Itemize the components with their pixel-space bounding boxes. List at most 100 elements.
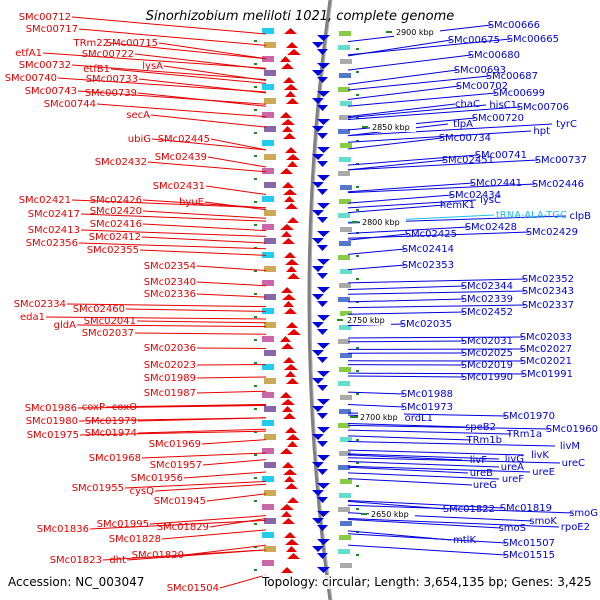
tick-mark [254, 362, 257, 364]
reverse-gene-arrow [317, 217, 328, 223]
leader-line [347, 264, 406, 271]
gene-label: SMc02336 [144, 289, 196, 300]
reverse-gene-arrow [312, 210, 324, 216]
leader-line [347, 424, 550, 430]
forward-gene-arrow [286, 322, 298, 328]
leader-line [45, 316, 267, 320]
reverse-gene-arrow [317, 49, 328, 55]
leader-line [124, 480, 267, 489]
forward-gene-arrow [287, 217, 299, 223]
gene-label: SMc01975 [27, 430, 79, 441]
gene-label: SMc00737 [535, 155, 587, 166]
gene-label: SMc02417 [28, 209, 80, 220]
feature-block [264, 350, 276, 356]
gene-label: SMc01960 [546, 424, 598, 435]
gene-label: lysC [480, 195, 501, 206]
forward-gene-arrow [280, 504, 294, 510]
gene-label: SMc02413 [28, 225, 80, 236]
gene-label: TRm22 [72, 38, 109, 49]
feature-block [262, 504, 274, 510]
leader-line [347, 453, 500, 460]
feature-block [262, 560, 274, 566]
feature-block [264, 462, 276, 468]
gene-label: SMc01968 [89, 453, 141, 464]
reverse-gene-arrow [317, 511, 330, 517]
reverse-gene-arrow [312, 126, 324, 132]
leader-line [347, 375, 465, 378]
leader-line [347, 340, 465, 343]
gene-label: SMc02025 [461, 348, 513, 359]
leader-line [347, 103, 456, 118]
ruler-label-bg [360, 217, 406, 227]
forward-gene-arrow [286, 546, 297, 552]
tick-mark [254, 500, 257, 502]
gene-label: TRm1a [506, 429, 542, 440]
tick-mark [254, 431, 257, 433]
reverse-gene-arrow [317, 413, 328, 419]
leader-line [347, 92, 497, 107]
forward-gene-arrow [285, 147, 297, 153]
gene-label: SMc02031 [461, 336, 513, 347]
tick-mark [356, 140, 359, 142]
forward-gene-arrow [280, 336, 291, 342]
feature-block [262, 476, 274, 482]
leader-line [202, 459, 267, 466]
forward-gene-arrow [286, 42, 298, 48]
reverse-gene-arrow [312, 350, 324, 356]
feature-block [339, 325, 351, 330]
feature-block [340, 563, 352, 568]
leader-line [138, 78, 267, 94]
forward-gene-arrow [286, 266, 297, 272]
feature-block [339, 493, 351, 498]
leader-line [347, 518, 502, 529]
feature-block [338, 213, 350, 218]
leader-line [196, 390, 267, 394]
gene-label: ureG [473, 480, 497, 491]
leader-line [136, 320, 267, 324]
leader-line [204, 201, 267, 211]
tick-mark [254, 63, 257, 65]
feature-block [264, 154, 276, 160]
feature-block [340, 395, 352, 400]
gene-label: SMc00741 [475, 150, 527, 161]
leader-line [347, 518, 560, 528]
gene-label: SMc02036 [144, 343, 196, 354]
leader-line [161, 529, 267, 540]
leader-line [347, 465, 531, 473]
forward-gene-arrow [282, 462, 294, 468]
forward-gene-arrow [283, 469, 297, 475]
gene-label: SMc02445 [158, 134, 210, 145]
reverse-gene-arrow [312, 154, 324, 160]
leader-line [89, 519, 267, 530]
feature-block [339, 451, 351, 456]
gene-label: livG [505, 454, 524, 465]
gene-label: livF [470, 455, 487, 466]
reverse-gene-arrow [312, 238, 324, 244]
gene-label: cysQ [130, 486, 155, 497]
feature-block [340, 59, 352, 64]
tick-mark [254, 224, 257, 226]
gene-label: ureA [501, 462, 524, 473]
gene-label: SMc00717 [26, 24, 78, 35]
gene-label: ureE [532, 467, 555, 478]
forward-gene-arrow [287, 273, 300, 279]
feature-block [264, 546, 276, 552]
forward-gene-arrow [285, 371, 296, 377]
leader-line [134, 53, 267, 70]
ruler-label: 2900 kbp [396, 28, 434, 37]
tick-mark [254, 178, 257, 180]
forward-gene-arrow [282, 294, 296, 300]
gene-label: SMc01995 [97, 519, 149, 530]
forward-gene-arrow [287, 49, 301, 55]
reverse-gene-arrow [312, 462, 324, 468]
feature-block [339, 73, 351, 78]
reverse-gene-arrow [317, 329, 328, 335]
gene-label: SMc00687 [486, 71, 538, 82]
leader-line [347, 85, 460, 101]
feature-block [262, 392, 274, 398]
reverse-gene-arrow [312, 182, 324, 188]
gene-label: hemK1 [440, 200, 475, 211]
leader-line [347, 38, 511, 56]
leader-line [78, 242, 267, 250]
